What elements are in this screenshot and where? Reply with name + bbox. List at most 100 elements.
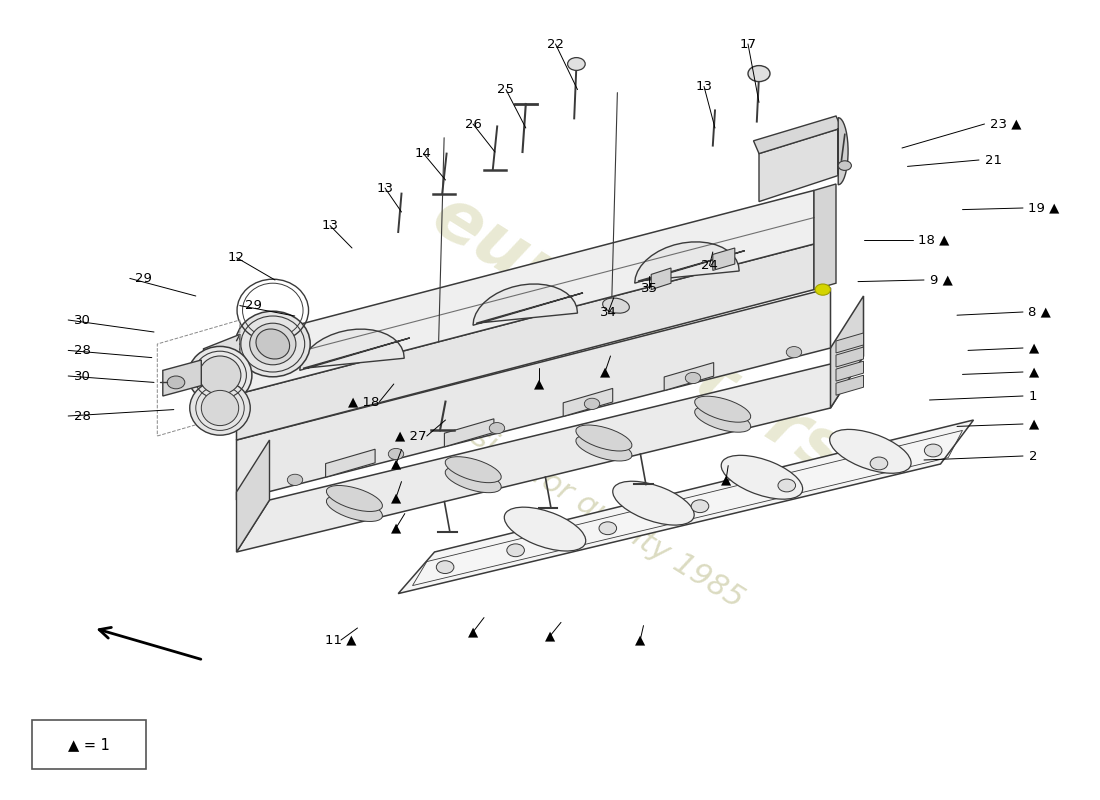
Text: a passion for quality 1985: a passion for quality 1985 <box>396 378 748 614</box>
Text: 13: 13 <box>695 80 713 93</box>
Circle shape <box>568 58 585 70</box>
Circle shape <box>167 376 185 389</box>
Ellipse shape <box>189 381 251 435</box>
Text: ▲: ▲ <box>720 474 732 486</box>
Polygon shape <box>664 362 714 390</box>
Text: 34: 34 <box>600 306 617 318</box>
Ellipse shape <box>695 396 750 422</box>
Text: 8 ▲: 8 ▲ <box>1028 306 1052 318</box>
Text: 25: 25 <box>497 83 515 96</box>
Circle shape <box>838 161 851 170</box>
Circle shape <box>778 479 795 492</box>
Text: 23 ▲: 23 ▲ <box>990 118 1022 130</box>
Polygon shape <box>398 420 974 594</box>
Text: 13: 13 <box>376 182 394 194</box>
Ellipse shape <box>603 298 629 313</box>
Ellipse shape <box>576 425 631 451</box>
Text: ▲ 27: ▲ 27 <box>395 430 427 442</box>
Text: 2: 2 <box>1028 450 1037 462</box>
Polygon shape <box>444 418 494 446</box>
Text: 22: 22 <box>547 38 564 50</box>
Circle shape <box>490 422 505 434</box>
Polygon shape <box>830 296 864 408</box>
Ellipse shape <box>250 323 296 365</box>
Text: 24: 24 <box>701 259 718 272</box>
Text: 13: 13 <box>321 219 339 232</box>
Text: 1: 1 <box>1028 390 1037 402</box>
Polygon shape <box>163 360 201 396</box>
Ellipse shape <box>446 457 502 482</box>
Circle shape <box>600 522 617 534</box>
Ellipse shape <box>446 466 502 493</box>
Text: 12: 12 <box>228 251 245 264</box>
Text: 17: 17 <box>739 38 757 50</box>
Circle shape <box>786 346 802 358</box>
Circle shape <box>388 448 404 459</box>
Circle shape <box>691 500 708 513</box>
Ellipse shape <box>188 346 252 404</box>
Text: 11 ▲: 11 ▲ <box>326 634 356 646</box>
Text: ▲: ▲ <box>1028 342 1038 354</box>
Text: ▲: ▲ <box>1028 418 1038 430</box>
Ellipse shape <box>576 435 631 461</box>
Polygon shape <box>836 375 864 395</box>
Polygon shape <box>236 440 270 552</box>
Circle shape <box>815 284 830 295</box>
Ellipse shape <box>199 356 241 394</box>
Ellipse shape <box>327 486 383 511</box>
Polygon shape <box>651 268 671 290</box>
Circle shape <box>437 561 454 574</box>
Text: 9 ▲: 9 ▲ <box>930 274 953 286</box>
Text: ▲: ▲ <box>390 491 402 504</box>
Text: ▲: ▲ <box>390 522 402 534</box>
Text: 19 ▲: 19 ▲ <box>1028 202 1060 214</box>
Ellipse shape <box>235 311 310 377</box>
Polygon shape <box>838 118 848 185</box>
Polygon shape <box>204 334 240 416</box>
Text: ▲: ▲ <box>1028 366 1038 378</box>
Polygon shape <box>836 347 864 367</box>
Ellipse shape <box>722 455 803 499</box>
Circle shape <box>287 474 303 486</box>
Text: ▲: ▲ <box>544 630 556 642</box>
Polygon shape <box>236 288 830 500</box>
Text: ▲: ▲ <box>390 458 402 470</box>
Polygon shape <box>563 389 613 416</box>
Text: 21: 21 <box>984 154 1001 166</box>
Circle shape <box>870 457 888 470</box>
Text: ▲: ▲ <box>534 378 544 390</box>
Polygon shape <box>236 190 814 394</box>
Ellipse shape <box>327 495 383 522</box>
Ellipse shape <box>829 430 911 474</box>
Text: ▲ = 1: ▲ = 1 <box>68 738 110 752</box>
Circle shape <box>685 372 701 384</box>
Text: ▲: ▲ <box>600 366 610 378</box>
Text: ▲: ▲ <box>468 626 478 638</box>
Ellipse shape <box>201 390 239 426</box>
Ellipse shape <box>613 482 694 525</box>
Text: 29: 29 <box>135 272 152 285</box>
Ellipse shape <box>695 406 750 432</box>
Polygon shape <box>326 450 375 477</box>
Polygon shape <box>635 242 745 283</box>
Text: 29: 29 <box>245 299 262 312</box>
Polygon shape <box>836 333 864 353</box>
Ellipse shape <box>256 329 289 359</box>
Text: 30: 30 <box>74 314 90 326</box>
Polygon shape <box>473 284 583 326</box>
Polygon shape <box>814 184 836 290</box>
Polygon shape <box>759 128 842 202</box>
Polygon shape <box>236 244 814 440</box>
Text: 18 ▲: 18 ▲ <box>918 234 950 246</box>
Text: 26: 26 <box>464 118 482 130</box>
Text: euromotors: euromotors <box>419 182 857 490</box>
Text: 30: 30 <box>74 370 90 382</box>
Circle shape <box>507 544 525 557</box>
Circle shape <box>748 66 770 82</box>
Text: ▲: ▲ <box>635 634 646 646</box>
Polygon shape <box>836 361 864 381</box>
Polygon shape <box>754 116 842 154</box>
Polygon shape <box>299 329 409 370</box>
Ellipse shape <box>504 507 585 551</box>
Text: 14: 14 <box>415 147 432 160</box>
